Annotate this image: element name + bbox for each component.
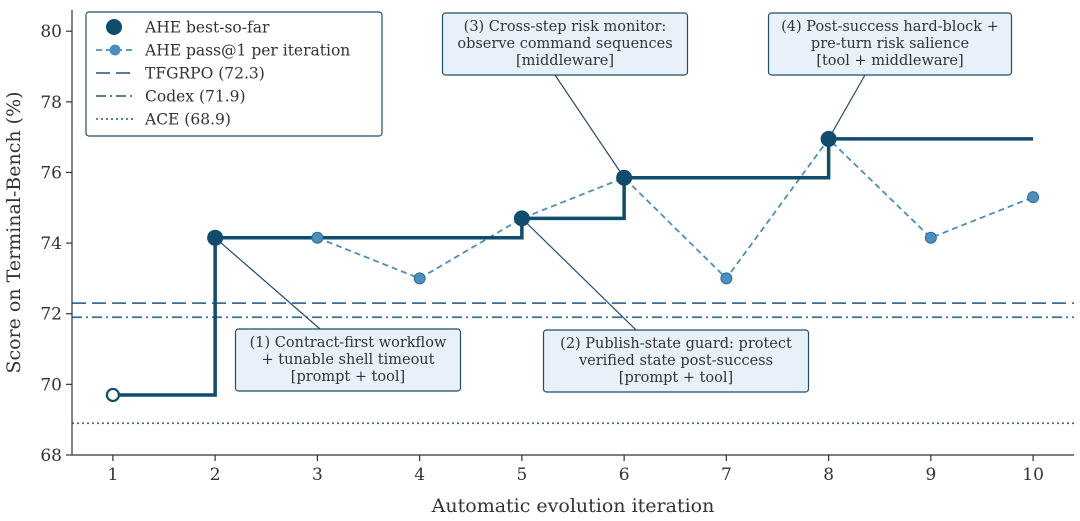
annotation-text: observe command sequences [457, 36, 672, 52]
best-so-far-point [616, 169, 633, 186]
annotation-ann4: (4) Post-success hard-block +pre-turn ri… [767, 12, 1013, 76]
annotation-box [542, 329, 810, 393]
annotation-connector [554, 74, 625, 179]
annotation-text: [middleware] [516, 53, 614, 69]
y-axis-label: Score on Terminal-Bench (%) [3, 91, 25, 373]
pass-at-1-line [317, 137, 1034, 280]
x-tick-label: 3 [312, 465, 323, 485]
legend-label: AHE pass@1 per iteration [144, 42, 350, 60]
annotation-text: (2) Publish-state guard: protect [560, 336, 792, 352]
y-tick-label: 78 [40, 93, 62, 113]
legend-marker-pass [109, 44, 121, 56]
annotation-text: (3) Cross-step risk monitor: [464, 19, 667, 35]
annotation-text: verified state post-success [578, 353, 773, 369]
annotation-text: + tunable shell timeout [262, 352, 435, 368]
annotation-text: pre-turn risk salience [811, 36, 969, 52]
legend-label: Codex (71.9) [145, 88, 246, 106]
pass-at-1-point [413, 272, 426, 285]
legend-label: TFGRPO (72.3) [145, 65, 265, 83]
annotation-ann2: (2) Publish-state guard: protectverified… [542, 329, 810, 393]
annotation-box [767, 12, 1013, 76]
x-axis-label: Automatic evolution iteration [431, 495, 715, 517]
annotation-text: [tool + middleware] [816, 53, 963, 69]
legend: AHE best-so-far AHE pass@1 per iteration T… [85, 11, 383, 137]
x-tick-label: 9 [925, 465, 936, 485]
y-tick-label: 68 [40, 446, 62, 466]
x-tick-label: 4 [414, 465, 425, 485]
x-tick-label: 7 [721, 465, 732, 485]
annotation-connector [214, 237, 321, 330]
legend-box [85, 11, 383, 137]
annotation-connector [828, 74, 866, 140]
best-so-far-point [513, 210, 530, 227]
legend-label: AHE best-so-far [144, 19, 270, 37]
x-tick-label: 2 [210, 465, 221, 485]
annotation-connector [521, 217, 637, 331]
annotation-text: [prompt + tool] [291, 369, 405, 385]
x-tick-label: 5 [516, 465, 527, 485]
pass-at-1-point [924, 231, 937, 244]
x-tick-label: 8 [823, 465, 834, 485]
annotation-box [441, 12, 689, 76]
pass-at-1-point [1027, 191, 1040, 204]
x-tick-label: 10 [1022, 465, 1044, 485]
pass-at-1-point [311, 231, 324, 244]
x-tick-label: 1 [107, 465, 118, 485]
y-tick-label: 74 [40, 234, 62, 254]
legend-label: ACE (68.9) [144, 111, 231, 129]
y-tick-label: 70 [40, 375, 62, 395]
y-tick-label: 72 [40, 305, 62, 325]
y-tick-label: 76 [40, 163, 62, 183]
annotation-text: (4) Post-success hard-block + [781, 19, 999, 35]
x-tick-label: 6 [619, 465, 630, 485]
annotation-box [234, 328, 462, 392]
annotation-text: (1) Contract-first workflow [250, 335, 447, 351]
annotation-ann1: (1) Contract-first workflow+ tunable she… [234, 328, 462, 392]
annotation-text: [prompt + tool] [619, 370, 733, 386]
best-so-far-point [820, 130, 837, 147]
best-so-far-start-point [105, 387, 120, 403]
legend-marker-best [106, 19, 122, 35]
annotation-ann3: (3) Cross-step risk monitor:observe comm… [441, 12, 689, 76]
best-so-far-point [207, 229, 224, 246]
y-tick-label: 80 [40, 22, 62, 42]
pass-at-1-point [720, 272, 733, 285]
